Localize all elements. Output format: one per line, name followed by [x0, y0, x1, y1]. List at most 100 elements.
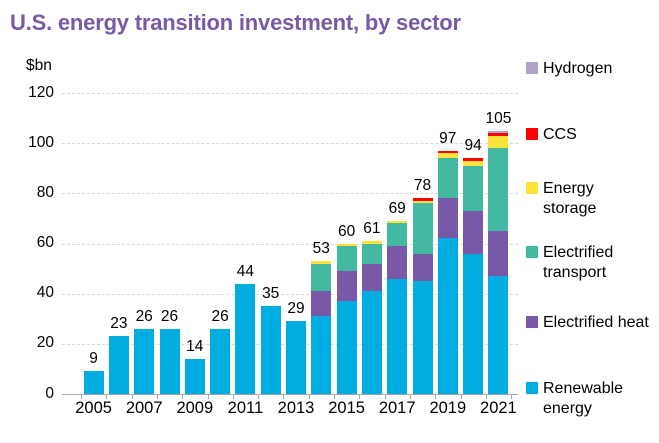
bar-2020-electrified-transport [463, 165, 484, 211]
total-label-2007: 26 [135, 307, 153, 325]
total-label-2016: 61 [363, 220, 381, 237]
legend-label: Energy storage [543, 180, 597, 217]
x-axis-tick [359, 394, 361, 399]
bar-2008-renewable-energy [159, 328, 180, 394]
bar-2018-energy-storage [412, 200, 433, 204]
y-axis-unit-label: $bn [26, 57, 52, 74]
bar-2015-electrified-heat [336, 271, 357, 302]
bar-2016-electrified-heat [361, 263, 382, 292]
total-label-2011: 44 [236, 262, 255, 280]
x-axis-tick [460, 394, 462, 399]
total-label-2009: 14 [186, 337, 204, 355]
x-tick-label-2011: 2011 [227, 399, 264, 417]
bar-2016-renewable-energy [361, 291, 382, 394]
gridline-100 [62, 143, 518, 145]
bar-2020-electrified-heat [463, 210, 484, 254]
x-axis-tick [207, 394, 209, 399]
bar-2017-energy-storage [387, 220, 408, 224]
x-axis-tick [409, 394, 411, 399]
total-label-2021: 105 [485, 109, 512, 127]
total-label-2015: 60 [337, 222, 356, 240]
bar-2021-energy-storage [488, 135, 509, 149]
y-tick-label-40: 40 [36, 284, 54, 302]
bar-2018-ccs [412, 198, 433, 201]
bar-2015-energy-storage [336, 243, 357, 247]
x-tick-label-2007: 2007 [125, 399, 163, 417]
bar-2021-ccs [488, 133, 509, 136]
bar-2014-energy-storage [311, 261, 332, 264]
total-label-2013: 29 [287, 300, 305, 318]
bar-2017-electrified-transport [387, 223, 408, 247]
x-axis-tick [81, 394, 82, 399]
bar-2021-electrified-transport [488, 148, 509, 231]
x-axis-tick [334, 394, 335, 399]
bar-2019-ccs [437, 150, 458, 154]
legend-item-energy-storage: Energy storage [526, 179, 651, 219]
bar-2021-electrified-heat [488, 230, 509, 277]
x-axis-tick [131, 394, 133, 399]
electrified-transport-swatch-icon [526, 246, 538, 258]
legend-item-hydrogen: Hydrogen [526, 59, 651, 79]
legend-item-electrified-transport: Electrified transport [526, 243, 651, 283]
renewable-energy-swatch-icon [526, 382, 538, 394]
legend-label: CCS [543, 126, 577, 143]
bar-2020-ccs [463, 158, 484, 161]
bar-2014-electrified-heat [311, 291, 332, 317]
x-tick-label-2019: 2019 [429, 399, 467, 417]
total-label-2018: 78 [413, 177, 432, 195]
bar-2007-renewable-energy [134, 328, 155, 394]
bar-2012-renewable-energy [260, 306, 281, 394]
ccs-swatch-icon [526, 128, 538, 140]
legend-item-electrified-heat: Electrified heat [526, 313, 651, 333]
bar-2017-renewable-energy [387, 278, 408, 394]
x-tick-label-2005: 2005 [75, 399, 112, 417]
bar-2019-energy-storage [437, 153, 458, 159]
electrified-heat-swatch-icon [526, 316, 538, 328]
bar-2006-renewable-energy [108, 336, 129, 394]
plot-area: 9 23 26 26 14 26 44 35 29 53 60 61 69 78 97 94 105 [62, 93, 518, 399]
chart-title: U.S. energy transition investment, by se… [10, 10, 461, 35]
y-tick-label-120: 120 [28, 83, 54, 101]
bar-2018-electrified-heat [412, 253, 433, 282]
gridline-120 [62, 93, 518, 94]
bar-2017-electrified-heat [387, 246, 408, 279]
hydrogen-swatch-icon [526, 62, 538, 74]
bar-2005-renewable-energy [83, 371, 104, 394]
bar-2016-energy-storage [361, 241, 382, 244]
bar-2009-renewable-energy [184, 358, 205, 394]
total-label-2014: 53 [312, 240, 330, 258]
bar-2019-electrified-transport [437, 158, 458, 199]
x-tick-label-2013: 2013 [277, 399, 315, 417]
energy-storage-swatch-icon [526, 182, 538, 194]
legend: Hydrogen CCS Energy storage Electrified tra… [526, 0, 658, 443]
total-label-2006: 23 [110, 315, 128, 333]
bar-2015-renewable-energy [336, 301, 357, 394]
bar-2018-electrified-transport [412, 203, 433, 254]
bar-2010-renewable-energy [210, 328, 231, 394]
x-axis-tick [435, 394, 437, 399]
total-label-2017: 69 [388, 199, 406, 217]
x-tick-label-2009: 2009 [176, 399, 214, 417]
x-axis-tick [182, 394, 184, 399]
x-axis-tick [258, 394, 260, 399]
y-tick-label-20: 20 [36, 334, 54, 352]
bar-2011-renewable-energy [235, 283, 256, 394]
bar-2019-electrified-heat [437, 198, 458, 239]
bar-2013-renewable-energy [286, 321, 306, 394]
y-tick-label-100: 100 [28, 133, 54, 151]
total-label-2019: 97 [439, 129, 457, 147]
x-tick-label-2015: 2015 [328, 399, 365, 417]
x-axis-tick [308, 394, 310, 399]
gridline-60 [62, 243, 518, 245]
bar-2019-renewable-energy [437, 238, 458, 394]
x-axis-tick [384, 394, 386, 399]
bar-2021-renewable-energy [488, 276, 509, 394]
x-axis-tick [511, 394, 513, 399]
x-axis-tick [283, 394, 285, 399]
y-tick-label-0: 0 [45, 384, 54, 402]
total-label-2005: 9 [89, 350, 98, 368]
bar-2014-electrified-transport [311, 263, 332, 292]
x-axis-tick [232, 394, 234, 399]
x-tick-label-2021: 2021 [480, 399, 517, 417]
